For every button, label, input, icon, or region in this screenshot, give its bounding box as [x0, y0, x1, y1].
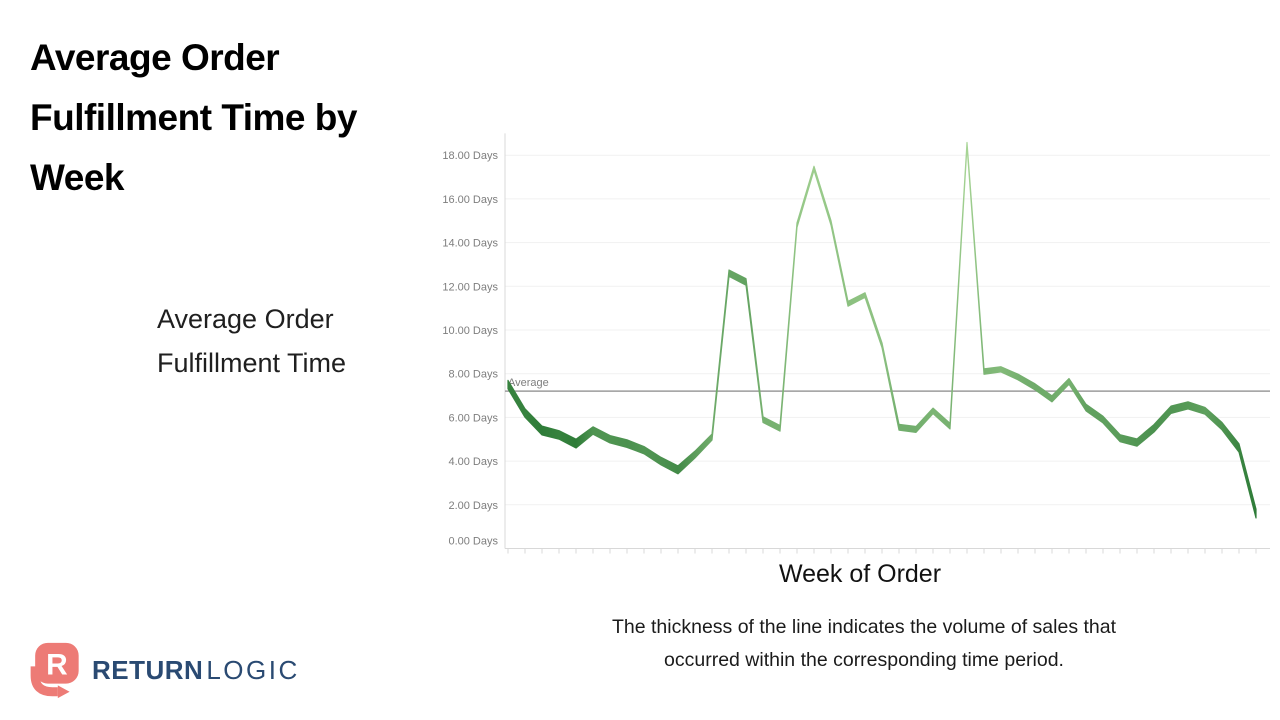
y-tick-label: 18.00 Days — [442, 150, 498, 162]
brand-wordmark: RETURN LOGIC — [92, 655, 300, 686]
fulfillment-time-series — [507, 141, 1257, 519]
y-tick-label: 4.00 Days — [448, 456, 498, 468]
icon-arrow-head — [57, 685, 70, 699]
fulfillment-line-chart: 0.00 Days 2.00 Days 4.00 Days 6.00 Days 8.00… — [442, 133, 1270, 554]
chart-caption: The thickness of the line indicates the … — [611, 616, 1117, 671]
icon-arrow-tail — [30, 666, 58, 697]
chart-subtitle: Average Order Fulfillment Time — [157, 304, 347, 378]
y-tick-label: 12.00 Days — [442, 281, 498, 293]
y-tick-label: 14.00 Days — [442, 238, 498, 250]
y-tick-label: 10.00 Days — [442, 325, 498, 337]
icon-letter: R — [46, 649, 68, 682]
y-tick-label: 8.00 Days — [448, 369, 498, 381]
brand-logo: R RETURN LOGIC — [30, 641, 300, 699]
brand-logic: LOGIC — [206, 654, 300, 685]
y-tick-label: 16.00 Days — [442, 194, 498, 206]
returnlogic-icon: R — [30, 642, 79, 699]
page-title: Average Order Fulfillment Time by Week — [30, 37, 357, 198]
y-tick-label: 2.00 Days — [448, 500, 498, 512]
y-tick-label: 0.00 Days — [448, 536, 498, 548]
brand-return: RETURN — [92, 654, 204, 685]
icon-bubble — [35, 642, 79, 684]
x-axis-title: Week of Order — [778, 560, 942, 588]
average-label: Average — [508, 377, 549, 389]
y-tick-label: 6.00 Days — [448, 412, 498, 424]
